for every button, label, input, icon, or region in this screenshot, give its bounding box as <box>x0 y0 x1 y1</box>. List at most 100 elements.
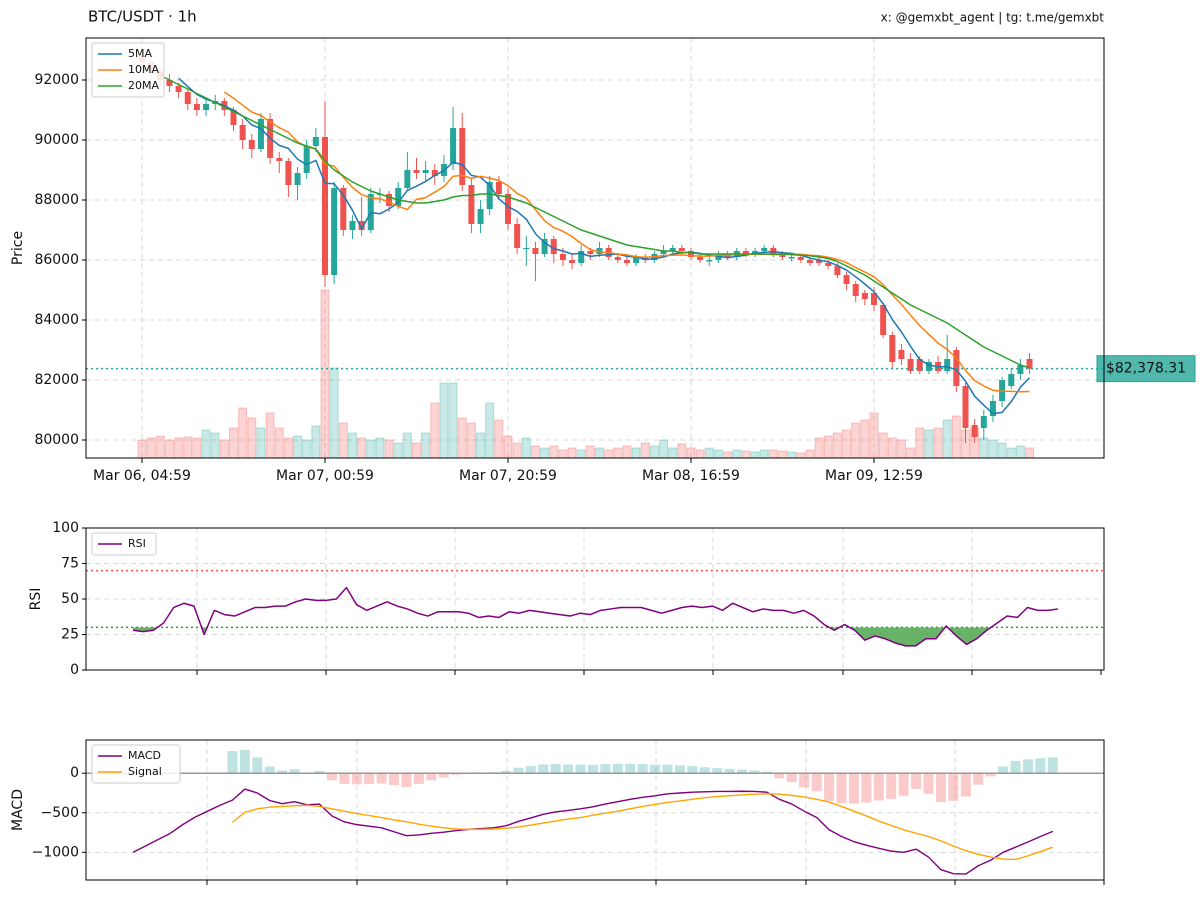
volume-bar <box>741 450 751 459</box>
candle-body <box>688 251 694 257</box>
histogram-bar <box>761 771 772 774</box>
candle-body <box>193 104 200 110</box>
volume-bar <box>805 449 815 459</box>
candle-body <box>925 362 932 371</box>
volume-bar <box>1025 447 1035 459</box>
volume-bar <box>869 412 879 459</box>
histogram-bar <box>563 764 574 774</box>
volume-bar <box>851 422 861 459</box>
histogram-bar <box>550 764 561 774</box>
histogram-bar <box>737 769 748 774</box>
volume-bar <box>183 436 193 459</box>
chart-subtitle: x: @gemxbt_agent | tg: t.me/gemxbt <box>881 11 1105 25</box>
y-tick-label: 92000 <box>34 72 79 88</box>
candle-body <box>230 110 237 125</box>
candle-body <box>541 239 548 254</box>
volume-bar <box>631 447 641 459</box>
volume-bar <box>357 437 367 459</box>
histogram-bar <box>650 764 661 774</box>
volume-bar <box>778 450 787 459</box>
legend-label: Signal <box>128 765 162 778</box>
candle-body <box>203 104 210 110</box>
legend-label: 5MA <box>128 47 152 60</box>
candle-body <box>971 425 978 437</box>
candle-body <box>623 260 630 263</box>
volume-bar <box>375 437 385 459</box>
histogram-bar <box>873 773 884 801</box>
x-tick-label: Mar 06, 04:59 <box>93 468 191 484</box>
histogram-bar <box>500 770 511 774</box>
candle-body <box>184 92 191 104</box>
volume-bar <box>704 447 714 459</box>
histogram-bar <box>351 773 362 785</box>
histogram-bar <box>389 773 400 786</box>
last-price-box <box>1096 355 1196 383</box>
histogram-bar <box>637 764 648 774</box>
histogram-bar <box>699 767 710 774</box>
candle-body <box>413 170 420 173</box>
candle-body <box>523 248 530 249</box>
volume-bar <box>347 432 357 459</box>
candle-body <box>962 386 969 428</box>
volume-bar <box>832 432 842 459</box>
legend-label: MACD <box>128 749 161 762</box>
volume-bar <box>457 417 467 459</box>
candle-body <box>395 188 402 206</box>
series-line <box>132 586 1059 647</box>
legend-label: 10MA <box>128 63 159 76</box>
volume-bar <box>311 425 321 459</box>
volume-bar <box>906 447 916 459</box>
candle-body <box>944 359 951 371</box>
candle-body <box>358 221 365 230</box>
y-tick-label: 0 <box>70 662 79 678</box>
candle-body <box>779 254 786 257</box>
candle-body <box>898 350 905 359</box>
volume-bar <box>924 429 934 459</box>
histogram-bar <box>960 773 971 797</box>
plot-frame <box>85 527 1105 671</box>
histogram-bar <box>339 773 350 784</box>
histogram-bar <box>326 773 337 781</box>
volume-bar <box>201 429 211 459</box>
histogram-bar <box>364 773 375 784</box>
volume-bar <box>860 419 870 459</box>
volume-bar <box>549 445 559 459</box>
volume-bar <box>265 412 275 459</box>
histogram-bar <box>799 773 810 788</box>
candle-body <box>1008 374 1015 386</box>
volume-bar <box>430 402 440 459</box>
candle-body <box>669 248 676 251</box>
volume-bar <box>466 422 476 459</box>
candle-body <box>477 209 484 224</box>
candle-body <box>495 182 502 194</box>
histogram-bar <box>1035 758 1046 774</box>
volume-bar <box>421 432 431 459</box>
candle-body <box>532 248 539 254</box>
series-line <box>132 788 1054 875</box>
volume-bar <box>1015 445 1025 459</box>
volume-bar <box>329 367 339 459</box>
volume-bar <box>997 442 1007 459</box>
y-tick-label: −500 <box>41 805 79 821</box>
histogram-bar <box>1022 759 1033 774</box>
volume-bar <box>540 447 550 459</box>
volume-bar <box>283 437 293 459</box>
candle-body <box>514 224 521 248</box>
candle-body <box>916 359 923 371</box>
volume-bar <box>164 439 174 459</box>
candle-body <box>578 251 585 263</box>
histogram-bar <box>525 766 536 774</box>
volume-bar <box>293 435 303 459</box>
volume-bar <box>576 449 586 459</box>
candle-body <box>852 284 859 296</box>
volume-bar <box>896 439 906 459</box>
candle-body <box>386 194 393 206</box>
y-tick-label: 90000 <box>34 132 79 148</box>
y-tick-label: 100 <box>52 520 79 536</box>
volume-bar <box>210 432 220 459</box>
candle-body <box>303 146 310 173</box>
candle-body <box>880 305 887 335</box>
volume-bar <box>677 443 687 459</box>
histogram-bar <box>252 757 263 774</box>
series-line <box>141 67 1030 369</box>
